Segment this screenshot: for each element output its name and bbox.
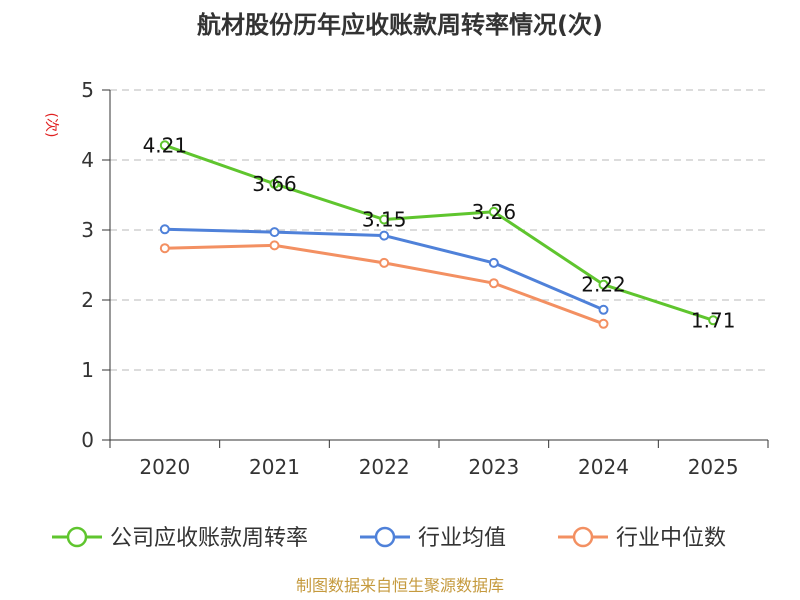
- data-point: [708, 315, 719, 326]
- y-tick-label: 5: [81, 78, 94, 102]
- data-point: [159, 243, 170, 254]
- series-line-2: [164, 243, 605, 326]
- data-label: 3.15: [362, 208, 407, 232]
- legend-label: 行业中位数: [616, 526, 726, 551]
- data-label: 3.66: [252, 172, 297, 196]
- legend-marker: [374, 526, 396, 548]
- source-note: 制图数据来自恒生聚源数据库: [296, 576, 504, 595]
- data-point: [379, 230, 390, 241]
- data-point: [379, 257, 390, 268]
- x-tick-label: 2024: [578, 455, 629, 479]
- data-label: 3.26: [472, 200, 517, 224]
- legend-item-2: 行业中位数: [558, 526, 726, 551]
- x-tick-label: 2023: [468, 455, 519, 479]
- data-point: [269, 227, 280, 238]
- y-tick-label: 2: [81, 288, 94, 312]
- data-label: 1.71: [691, 308, 736, 332]
- y-tick-label: 3: [81, 218, 94, 242]
- data-label: 4.21: [143, 133, 188, 157]
- axes: 0 1 2 3 4 5 2020 2021 2022 2023 2024 2025: [81, 78, 769, 479]
- legend-label: 公司应收账款周转率: [110, 526, 308, 551]
- data-point: [598, 318, 609, 329]
- legend-item-0: 公司应收账款周转率: [52, 526, 308, 551]
- series-line-0: [164, 143, 714, 322]
- data-point: [379, 214, 390, 225]
- data-point: [269, 178, 280, 189]
- data-point: [159, 140, 170, 151]
- x-tick-label: 2020: [139, 455, 190, 479]
- series-group: [159, 140, 719, 329]
- legend-label: 行业均值: [418, 526, 506, 551]
- data-point: [488, 278, 499, 289]
- data-labels: 4.21 3.66 3.15 3.26 2.22 1.71: [143, 133, 736, 332]
- y-tick-label: 1: [81, 358, 94, 382]
- data-point: [598, 279, 609, 290]
- legend-marker: [572, 526, 594, 548]
- y-axis-label: (次): [43, 113, 59, 138]
- legend-item-1: 行业均值: [360, 526, 506, 551]
- y-tick-label: 0: [81, 428, 94, 452]
- legend-marker: [66, 526, 88, 548]
- data-point: [488, 257, 499, 268]
- legend: 公司应收账款周转率 行业均值 行业中位数: [52, 526, 726, 551]
- x-tick-label: 2021: [249, 455, 300, 479]
- x-tick-label: 2022: [359, 455, 410, 479]
- data-label: 2.22: [581, 273, 626, 297]
- data-point: [598, 304, 609, 315]
- data-point: [488, 206, 499, 217]
- x-tick-label: 2025: [688, 455, 739, 479]
- data-point: [269, 240, 280, 251]
- chart-title: 航材股份历年应收账款周转率情况(次): [197, 11, 603, 39]
- data-point: [159, 224, 170, 235]
- y-tick-label: 4: [81, 148, 94, 172]
